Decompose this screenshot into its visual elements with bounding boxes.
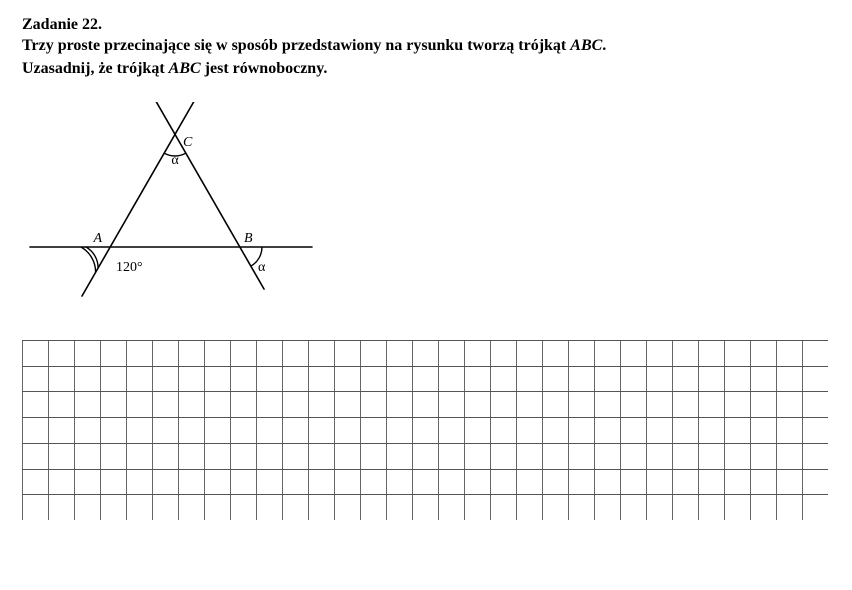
svg-text:A: A	[92, 231, 102, 246]
svg-text:120°: 120°	[116, 260, 143, 275]
stmt-text: Trzy proste przecinające się w sposób pr…	[22, 37, 570, 54]
stmt-em: ABC	[169, 60, 201, 77]
stmt-text: .	[602, 37, 606, 54]
answer-grid	[22, 340, 828, 520]
stmt-text: Uzasadnij, że trójkąt	[22, 60, 169, 77]
triangle-figure: C A B 120° α α	[22, 102, 830, 322]
page: Zadanie 22. Trzy proste przecinające się…	[0, 0, 852, 590]
task-statement-line-2: Uzasadnij, że trójkąt ABC jest równobocz…	[22, 59, 830, 80]
task-number: Zadanie 22.	[22, 16, 830, 34]
svg-text:α: α	[258, 260, 266, 275]
stmt-em: ABC	[570, 37, 602, 54]
triangle-svg: C A B 120° α α	[22, 102, 322, 322]
grid-svg	[22, 340, 828, 520]
svg-text:α: α	[171, 153, 179, 168]
task-statement-line-1: Trzy proste przecinające się w sposób pr…	[22, 36, 830, 57]
svg-text:C: C	[183, 135, 193, 150]
svg-text:B: B	[244, 231, 253, 246]
stmt-text: jest równoboczny.	[201, 60, 328, 77]
